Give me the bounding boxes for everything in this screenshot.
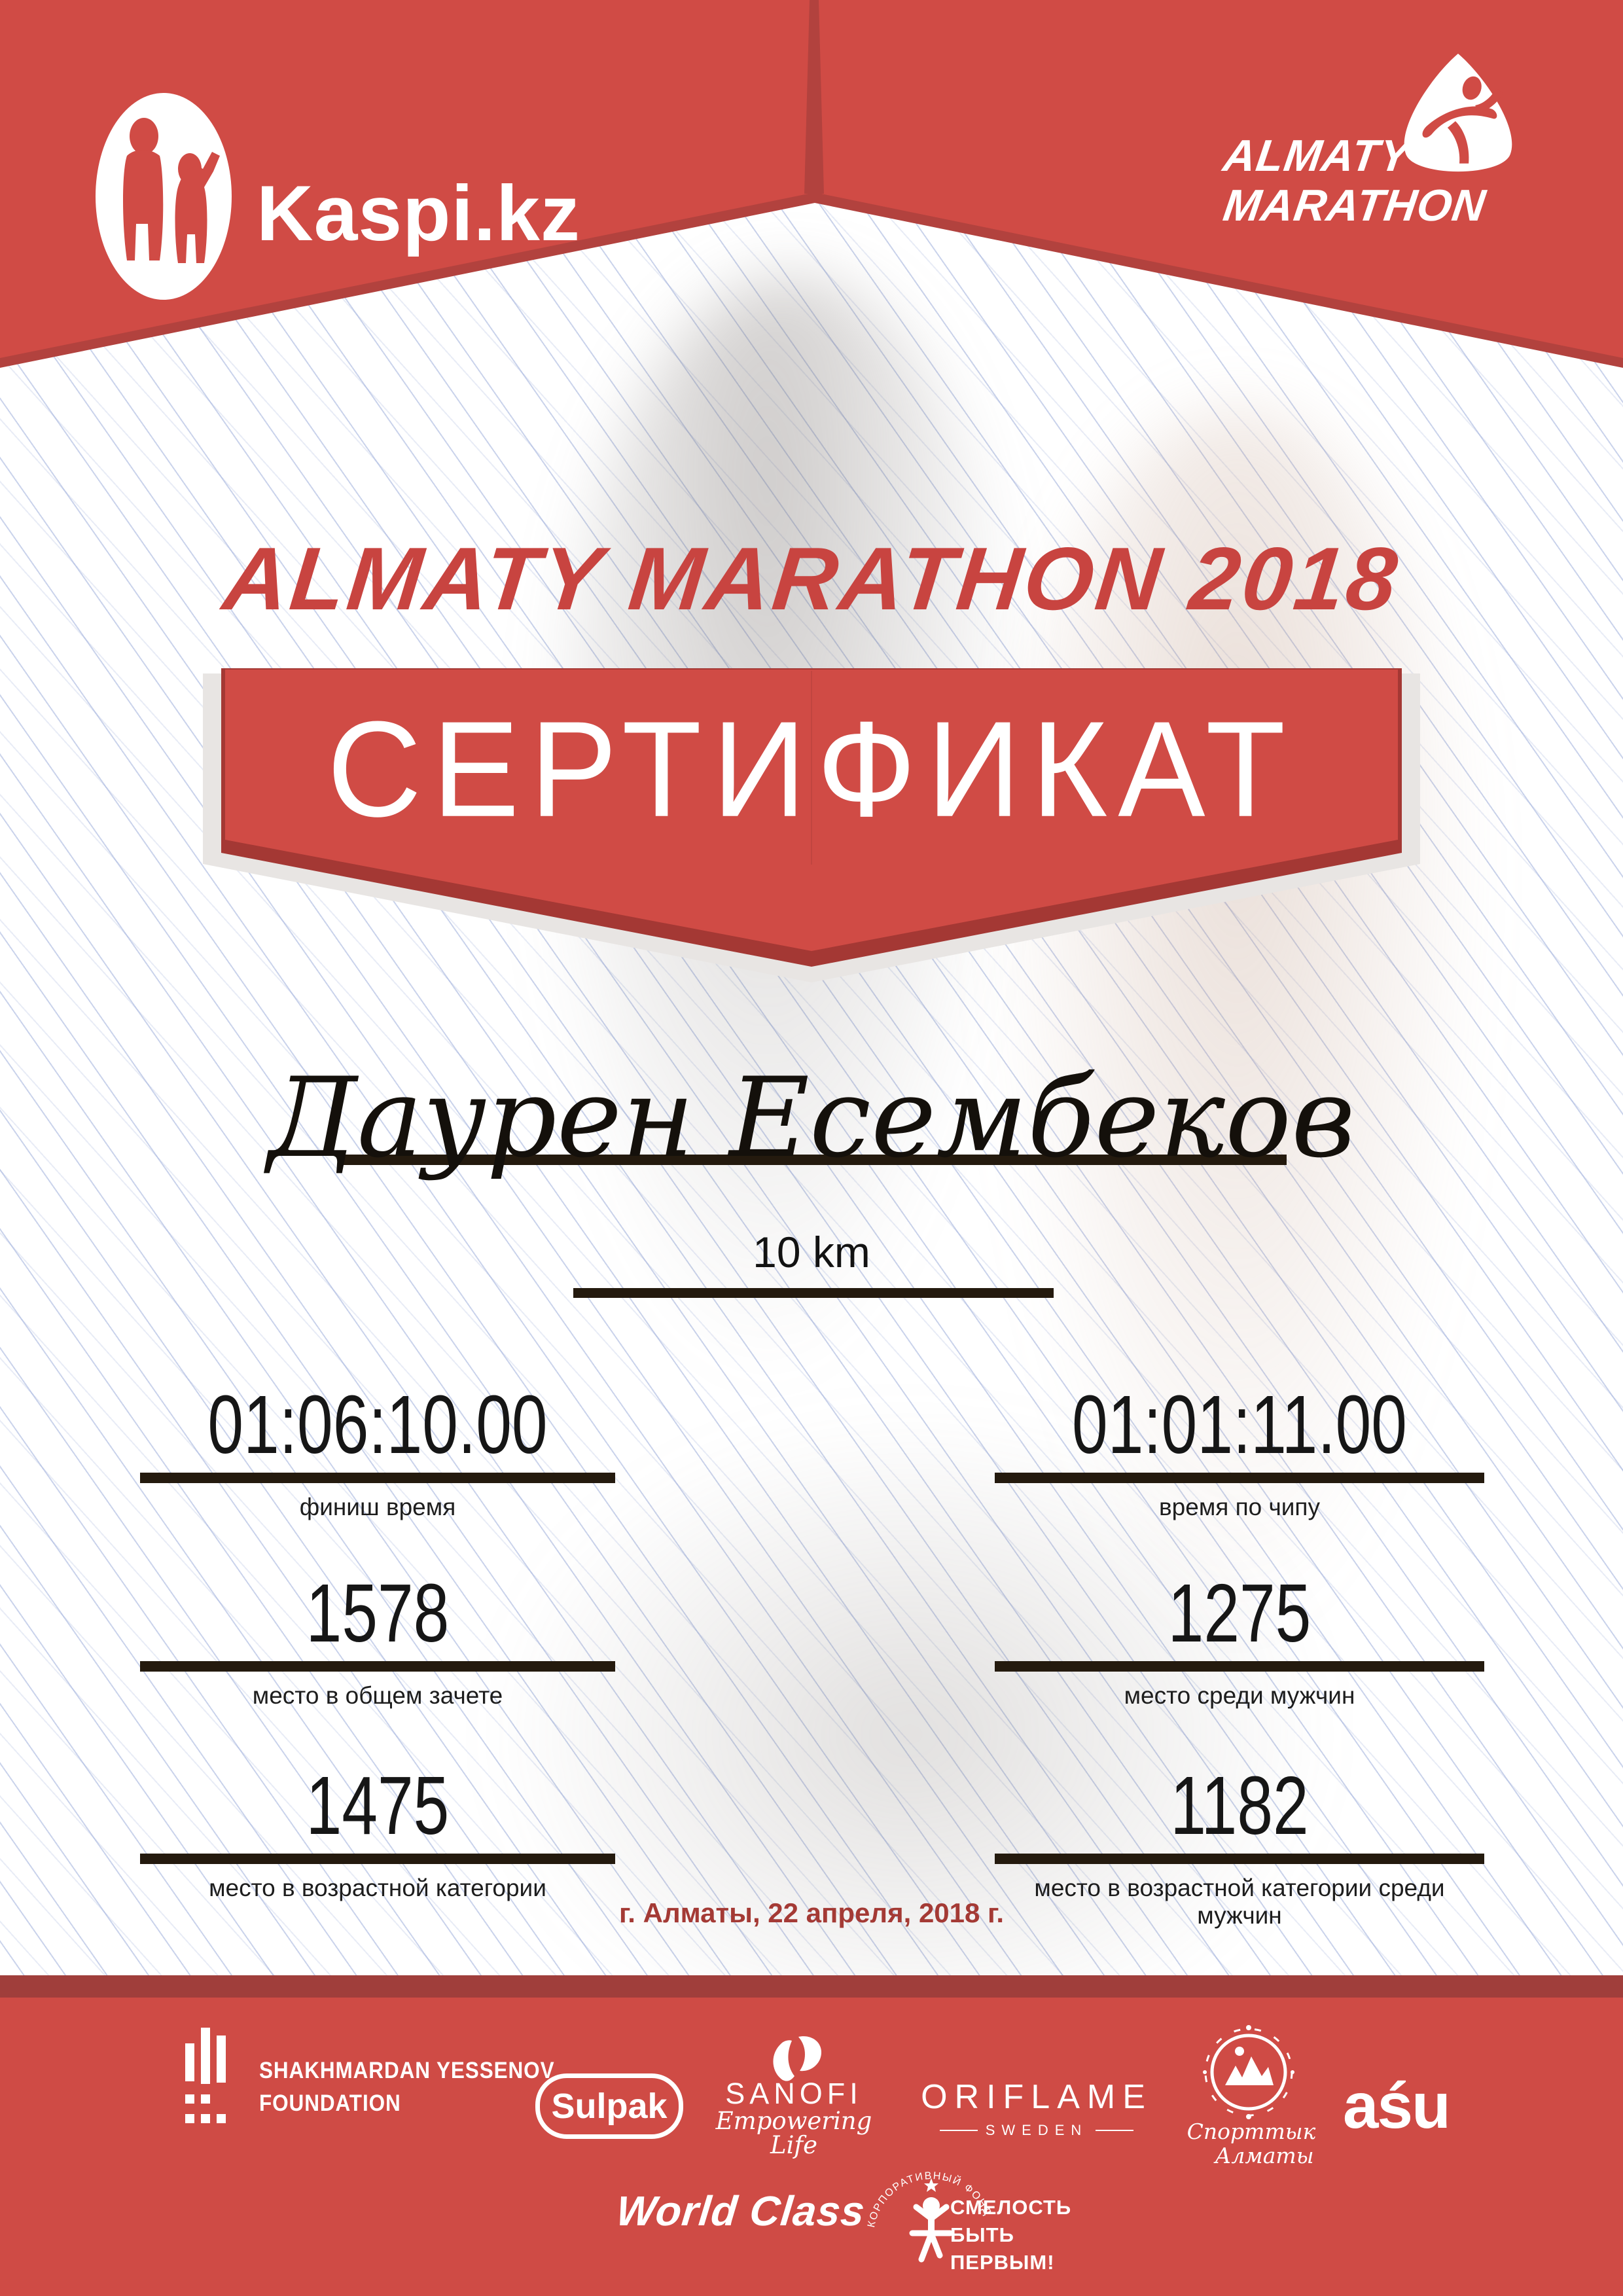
kaspi-logo-icon — [96, 93, 232, 300]
ribbon-center-seam — [811, 671, 812, 865]
almaty-marathon-logo-line2: MARATHON — [1220, 181, 1489, 230]
stat-label: место в возрастной категории — [209, 1874, 546, 1901]
sanofi-tagline: Empowering Life — [715, 2107, 872, 2159]
almaty-marathon-runner-icon — [1404, 54, 1512, 172]
yessenov-foundation-icon — [185, 2028, 231, 2132]
asu-logo: aśu — [1343, 2070, 1451, 2142]
fund-slogan-line2: БЫТЬ — [950, 2223, 1014, 2246]
stat-value: 1182 — [1170, 1759, 1309, 1852]
stat-value: 1275 — [1168, 1567, 1311, 1659]
almaty-marathon-logo-line1: ALMATY — [1220, 131, 1414, 181]
stat-value: 1475 — [306, 1759, 450, 1852]
yessenov-line1: SHAKHMARDAN YESSENOV — [259, 2058, 555, 2083]
stat-underline — [995, 1661, 1484, 1672]
event-date-location: г. Алматы, 22 апреля, 2018 г. — [619, 1897, 1004, 1928]
distance-underline — [573, 1288, 1054, 1298]
stat-underline — [140, 1854, 615, 1864]
stat-label: место в возрастной категории среди мужчи… — [1034, 1874, 1445, 1929]
sulpak-logo: Sulpak — [535, 2073, 683, 2139]
stat-underline — [140, 1661, 615, 1672]
oriflame-logo: ORIFLAME — [921, 2078, 1152, 2116]
stat-underline — [140, 1473, 615, 1483]
yessenov-line2: FOUNDATION — [259, 2090, 401, 2116]
oriflame-sweden-row: SWEDEN — [919, 2123, 1154, 2138]
certificate-label: СЕРТИФИКАТ — [327, 693, 1296, 846]
stat-label: место среди мужчин — [1124, 1682, 1355, 1709]
sanofi-label: SANOFI — [725, 2077, 863, 2110]
sulpak-label: Sulpak — [551, 2087, 668, 2126]
oriflame-sweden-label: SWEDEN — [985, 2122, 1088, 2138]
participant-name: Даурен Есембеков — [268, 1054, 1355, 1182]
certificate-ribbon: СЕРТИФИКАТ — [203, 664, 1420, 982]
corporate-fund-icon: КОРПОРАТИВНЫЙ ФОНД — [866, 2170, 992, 2263]
fund-slogan: СМЕЛОСТЬ БЫТЬ ПЕРВЫМ! — [950, 2194, 1071, 2276]
fund-slogan-line1: СМЕЛОСТЬ — [950, 2196, 1072, 2219]
stat-value: 1578 — [306, 1567, 450, 1659]
header-band: Kaspi.kz ALMATY MARATHON — [0, 0, 1623, 386]
stat-value: 01:06:10.00 — [207, 1378, 548, 1471]
stat-gender-place: 1275 место среди мужчин — [995, 1571, 1484, 1710]
event-title: ALMATY MARATHON 2018 — [219, 529, 1404, 628]
stat-label: время по чипу — [1159, 1494, 1320, 1520]
world-class-logo: World Class — [614, 2187, 868, 2234]
stat-overall-place: 1578 место в общем зачете — [140, 1571, 615, 1710]
name-underline — [340, 1155, 1287, 1165]
stat-label: финиш время — [299, 1494, 456, 1520]
fund-slogan-line3: ПЕРВЫМ! — [950, 2251, 1055, 2274]
runner-photo-hint-right — [982, 406, 1492, 1649]
yessenov-foundation-label: SHAKHMARDAN YESSENOV FOUNDATION — [259, 2059, 554, 2115]
footer-maroon-strip — [0, 1975, 1623, 1998]
stat-label: место в общем зачете — [252, 1682, 503, 1709]
runner-photo-hint-bottom — [484, 1407, 1335, 2062]
stat-underline — [995, 1854, 1484, 1864]
stat-chip-time: 01:01:11.00 время по чипу — [995, 1382, 1484, 1521]
stat-value: 01:01:11.00 — [1072, 1378, 1407, 1471]
oriflame-dash-right — [1096, 2130, 1134, 2131]
sport-almaty-line1: Спорттык — [1186, 2119, 1316, 2144]
oriflame-dash-left — [939, 2130, 978, 2131]
stat-underline — [995, 1473, 1484, 1483]
sanofi-bird-icon — [773, 2036, 822, 2081]
stat-age-category-gender-place: 1182 место в возрастной категории среди … — [995, 1763, 1484, 1929]
race-distance: 10 km — [753, 1228, 870, 1276]
stat-age-category-place: 1475 место в возрастной категории — [140, 1763, 615, 1902]
sport-almaty-line2: Алматы — [1215, 2143, 1314, 2168]
sport-almaty-emblem — [1203, 2025, 1294, 2119]
sport-almaty-label: Спорттык Алматы — [1186, 2121, 1317, 2166]
kaspi-logo-text: Kaspi.kz — [257, 170, 580, 257]
stat-finish-time: 01:06:10.00 финиш время — [140, 1382, 615, 1521]
